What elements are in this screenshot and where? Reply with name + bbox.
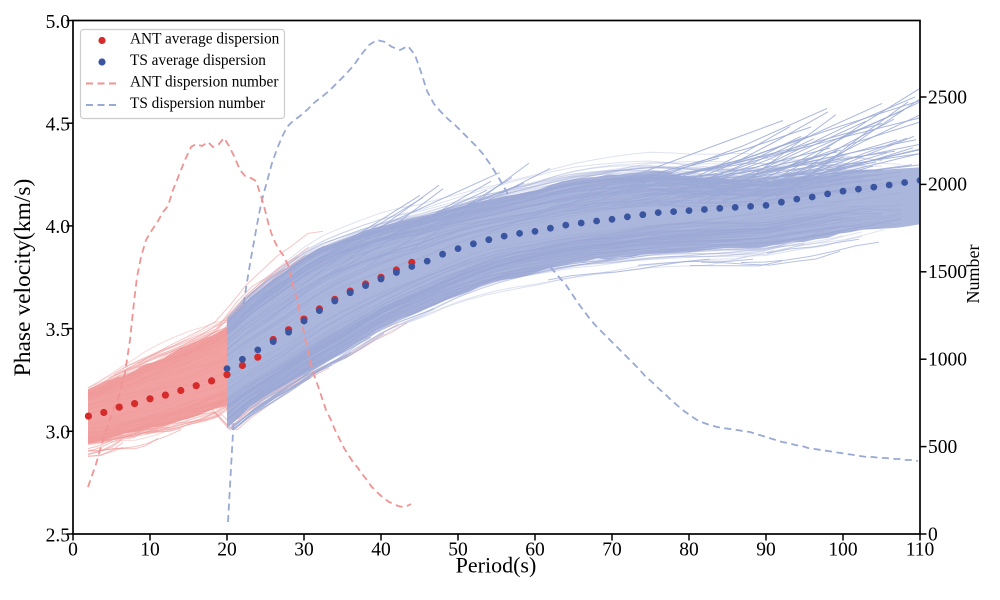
- svg-text:30: 30: [294, 540, 314, 561]
- svg-text:ANT average dispersion: ANT average dispersion: [130, 30, 280, 47]
- svg-text:10: 10: [140, 540, 160, 561]
- svg-text:500: 500: [928, 437, 957, 458]
- svg-text:70: 70: [602, 540, 622, 561]
- svg-text:1500: 1500: [928, 262, 967, 283]
- svg-text:ANT dispersion number: ANT dispersion number: [130, 73, 278, 90]
- svg-text:60: 60: [525, 540, 545, 561]
- svg-text:TS dispersion number: TS dispersion number: [130, 95, 265, 112]
- svg-text:80: 80: [679, 540, 699, 561]
- svg-text:2500: 2500: [928, 87, 967, 108]
- svg-text:Phase velocity(km/s): Phase velocity(km/s): [10, 179, 36, 377]
- svg-text:20: 20: [217, 540, 237, 561]
- svg-text:3.0: 3.0: [46, 423, 70, 444]
- svg-text:2000: 2000: [928, 175, 967, 196]
- svg-text:Number: Number: [963, 245, 983, 304]
- svg-text:50: 50: [448, 540, 468, 561]
- svg-text:0: 0: [928, 524, 938, 545]
- svg-text:0: 0: [68, 540, 78, 561]
- svg-text:110: 110: [906, 540, 935, 561]
- svg-text:40: 40: [371, 540, 391, 561]
- svg-text:2.5: 2.5: [46, 525, 70, 546]
- svg-text:3.5: 3.5: [46, 320, 70, 341]
- svg-text:Period(s): Period(s): [456, 553, 537, 578]
- svg-text:1000: 1000: [928, 350, 967, 371]
- svg-text:90: 90: [756, 540, 776, 561]
- svg-text:4.5: 4.5: [46, 115, 70, 136]
- svg-text:100: 100: [828, 540, 857, 561]
- svg-text:TS average dispersion: TS average dispersion: [130, 52, 266, 69]
- svg-text:4.0: 4.0: [46, 217, 70, 238]
- svg-text:5.0: 5.0: [46, 12, 70, 33]
